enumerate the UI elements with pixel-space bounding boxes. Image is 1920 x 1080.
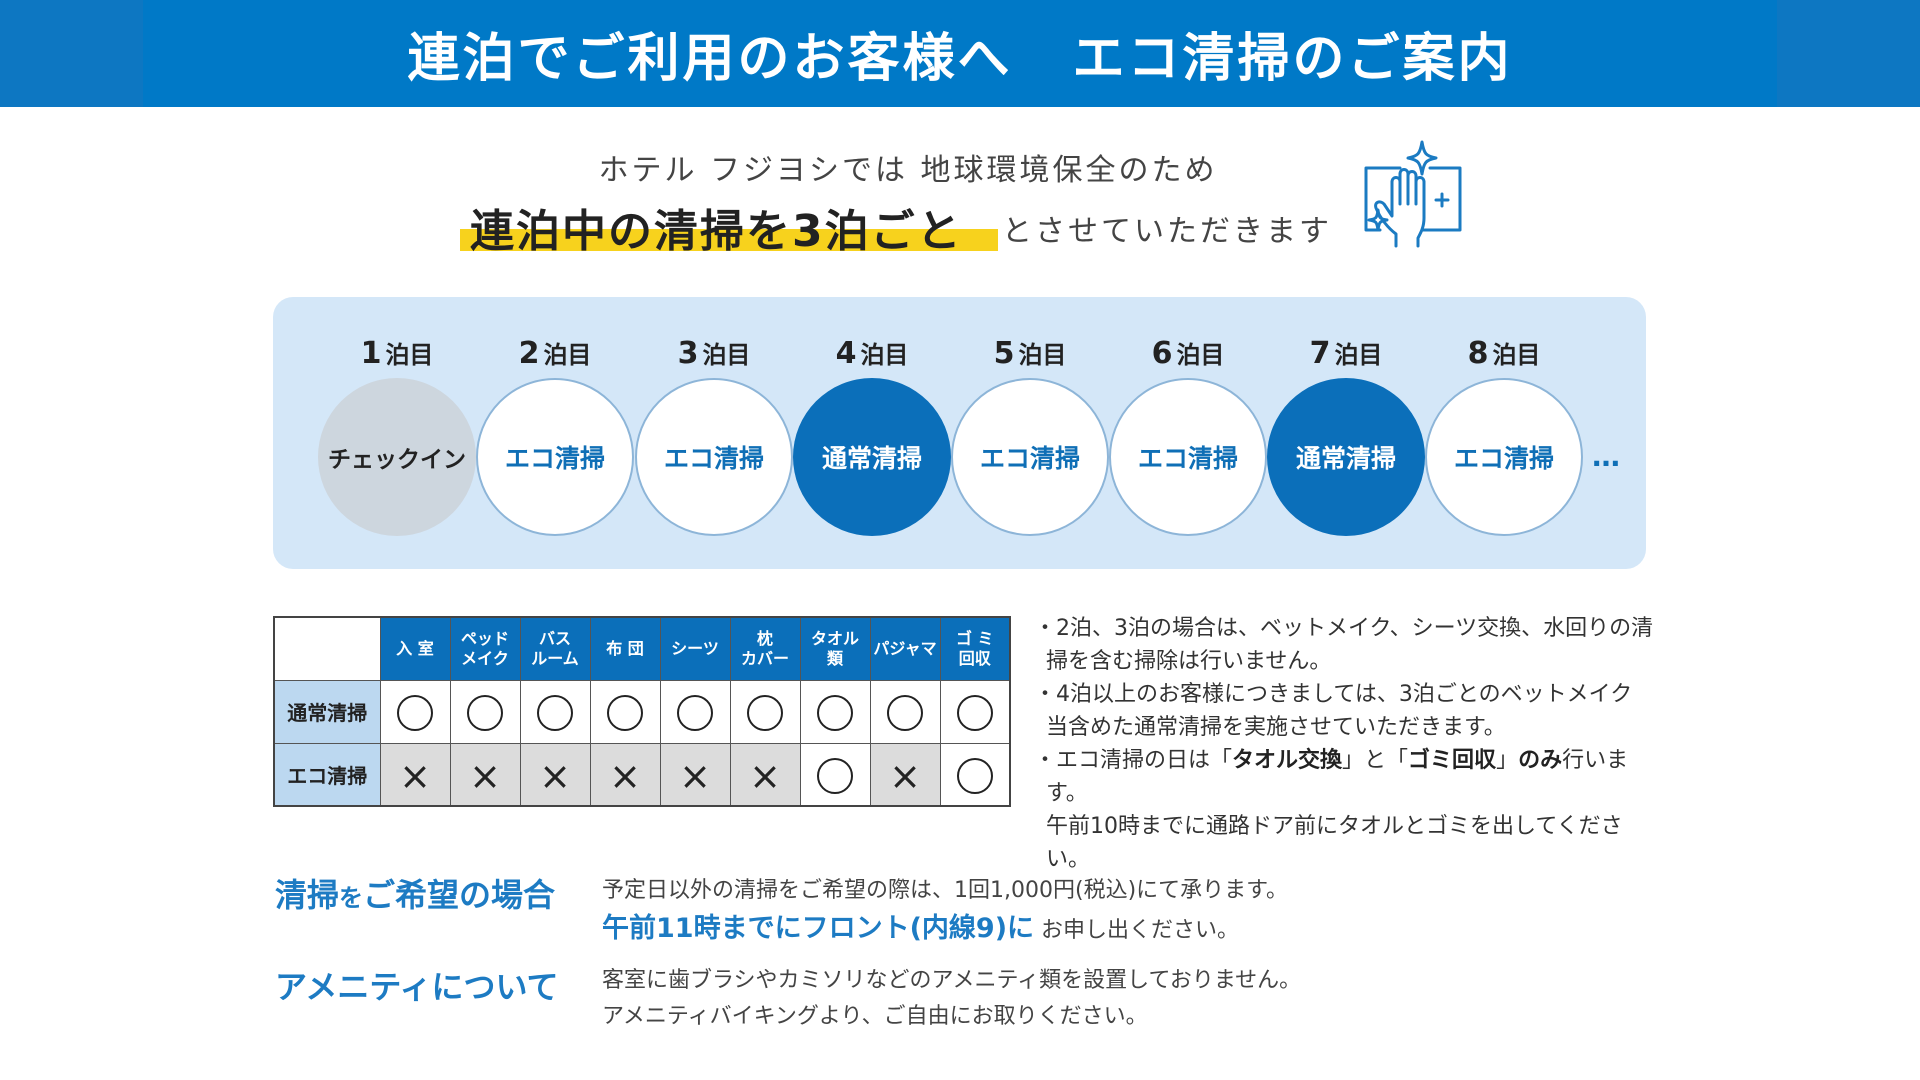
day-label-4: 4 泊目	[835, 336, 909, 371]
note-item-2: ・4泊以上のお客様につきましては、3泊ごとのベットメイク当含めた通常清掃を実施さ…	[1034, 682, 1633, 740]
cross-mark-icon: ×	[399, 753, 431, 798]
hand-wiping-clean-icon	[1364, 140, 1462, 248]
table-cell: ×	[729, 742, 801, 807]
cross-mark-icon: ×	[609, 753, 641, 798]
circle-mark-icon	[817, 757, 853, 794]
headline-highlight	[460, 229, 998, 251]
table-cell	[869, 679, 941, 744]
day-3-eco-circle: エコ清掃	[635, 378, 793, 536]
cross-mark-icon: ×	[469, 753, 501, 798]
day-label-6: 6 泊目	[1151, 336, 1225, 371]
col-header-entry: 入 室	[379, 616, 451, 681]
col-header-bathroom: バス ルーム	[519, 616, 591, 681]
day-4-normal-circle: 通常清掃	[793, 378, 951, 536]
table-cell	[589, 679, 661, 744]
day-8-eco-circle: エコ清掃	[1425, 378, 1583, 536]
table-cell	[659, 679, 731, 744]
cleaning-request-text: 予定日以外の清掃をご希望の際は、1回1,000円(税込)にて承ります。 午前11…	[602, 872, 1288, 950]
table-header-row: 入 室 ペッド メイク バス ルーム 布 団 シーツ 枕カバー タオル類 パジャマ …	[273, 616, 1011, 681]
cleaning-request-heading: 清掃をご希望の場合	[275, 876, 556, 914]
circle-mark-icon	[397, 695, 433, 731]
table-cell: ×	[869, 742, 941, 807]
table-cell: ×	[519, 742, 591, 807]
cross-mark-icon: ×	[889, 753, 921, 798]
col-header-sheets: シーツ	[659, 616, 731, 681]
day-label-1: 1 泊目	[360, 336, 434, 371]
table-cell	[799, 679, 871, 744]
circle-mark-icon	[677, 695, 713, 731]
circle-mark-icon	[607, 695, 643, 731]
table-cell	[379, 679, 451, 744]
col-header-pajamas: パジャマ	[869, 616, 941, 681]
table-row-eco: エコ清掃 × × × × × × ×	[273, 742, 1011, 807]
table-cell: ×	[379, 742, 451, 807]
day-label-5: 5 泊目	[993, 336, 1067, 371]
table-cell: ×	[659, 742, 731, 807]
note-item-3: ・エコ清掃の日は「タオル交換」と「ゴミ回収」のみ行います。 午前10時までに通路ド…	[1034, 748, 1629, 872]
col-header-trash: ゴ ミ回収	[939, 616, 1011, 681]
page-title: 連泊でご利用のお客様へ エコ清掃のご案内	[0, 0, 1920, 107]
table-cell: ×	[449, 742, 521, 807]
table-corner-cell	[273, 616, 381, 681]
cleaning-deadline-line: 午前11時までにフロント(内線9)に お申し出ください。	[602, 913, 1240, 944]
intro-text: ホテル フジヨシでは 地球環境保全のため	[598, 153, 1218, 188]
amenity-line-2: アメニティバイキングより、ご自由にお取りください。	[602, 1004, 1148, 1029]
day-label-7: 7 泊目	[1309, 336, 1383, 371]
table-cell: ×	[589, 742, 661, 807]
circle-mark-icon	[467, 695, 503, 731]
continuation-ellipsis: …	[1592, 440, 1621, 473]
day-6-eco-circle: エコ清掃	[1109, 378, 1267, 536]
table-cell	[449, 679, 521, 744]
table-cell	[519, 679, 591, 744]
col-header-pillow-cover: 枕カバー	[729, 616, 801, 681]
amenity-line-1: 客室に歯ブラシやカミソリなどのアメニティ類を設置しておりません。	[602, 968, 1302, 993]
day-5-eco-circle: エコ清掃	[951, 378, 1109, 536]
row-label-eco: エコ清掃	[273, 742, 381, 807]
col-header-bed-make: ペッド メイク	[449, 616, 521, 681]
row-label-normal: 通常清掃	[273, 679, 381, 744]
table-cell	[939, 679, 1011, 744]
day-label-3: 3 泊目	[677, 336, 751, 371]
amenity-text: 客室に歯ブラシやカミソリなどのアメニティ類を設置しておりません。 アメニティバイ…	[602, 963, 1301, 1035]
day-7-normal-circle: 通常清掃	[1267, 378, 1425, 536]
circle-mark-icon	[887, 695, 923, 731]
table-row-normal: 通常清掃	[273, 679, 1011, 744]
day-label-8: 8 泊目	[1467, 336, 1541, 371]
table-cell	[729, 679, 801, 744]
header-banner: 連泊でご利用のお客様へ エコ清掃のご案内	[0, 0, 1920, 107]
col-header-futon: 布 団	[589, 616, 661, 681]
circle-mark-icon	[537, 695, 573, 731]
day-2-eco-circle: エコ清掃	[476, 378, 634, 536]
cross-mark-icon: ×	[679, 753, 711, 798]
circle-mark-icon	[747, 695, 783, 731]
header-band	[143, 0, 1777, 107]
table-cell	[799, 742, 871, 807]
amenity-heading: アメニティについて	[275, 968, 559, 1006]
cross-mark-icon: ×	[749, 753, 781, 798]
circle-mark-icon	[956, 757, 993, 794]
table-cell	[939, 742, 1011, 807]
circle-mark-icon	[956, 695, 993, 731]
headline: 連泊中の清掃を3泊ごと	[470, 206, 963, 257]
cross-mark-icon: ×	[539, 753, 571, 798]
headline-tail: とさせていただきます	[1002, 214, 1332, 249]
day-label-2: 2 泊目	[518, 336, 592, 371]
col-header-towels: タオル類	[799, 616, 871, 681]
title-part-eco: エコ清掃のご案内	[1072, 29, 1513, 89]
cleaning-service-table: 入 室 ペッド メイク バス ルーム 布 団 シーツ 枕カバー タオル類 パジャマ …	[273, 616, 1011, 807]
circle-mark-icon	[817, 695, 853, 731]
cleaning-fee-line: 予定日以外の清掃をご希望の際は、1回1,000円(税込)にて承ります。	[602, 878, 1288, 903]
title-part-guests: 連泊でご利用のお客様へ	[407, 29, 1013, 89]
note-item-1: ・2泊、3泊の場合は、ベットメイク、シーツ交換、水回りの清掃を含む掃除は行いませ…	[1034, 616, 1654, 674]
notes-list: ・2泊、3泊の場合は、ベットメイク、シーツ交換、水回りの清掃を含む掃除は行いませ…	[1034, 612, 1654, 876]
day-1-checkin-circle: チェックイン	[318, 378, 476, 536]
